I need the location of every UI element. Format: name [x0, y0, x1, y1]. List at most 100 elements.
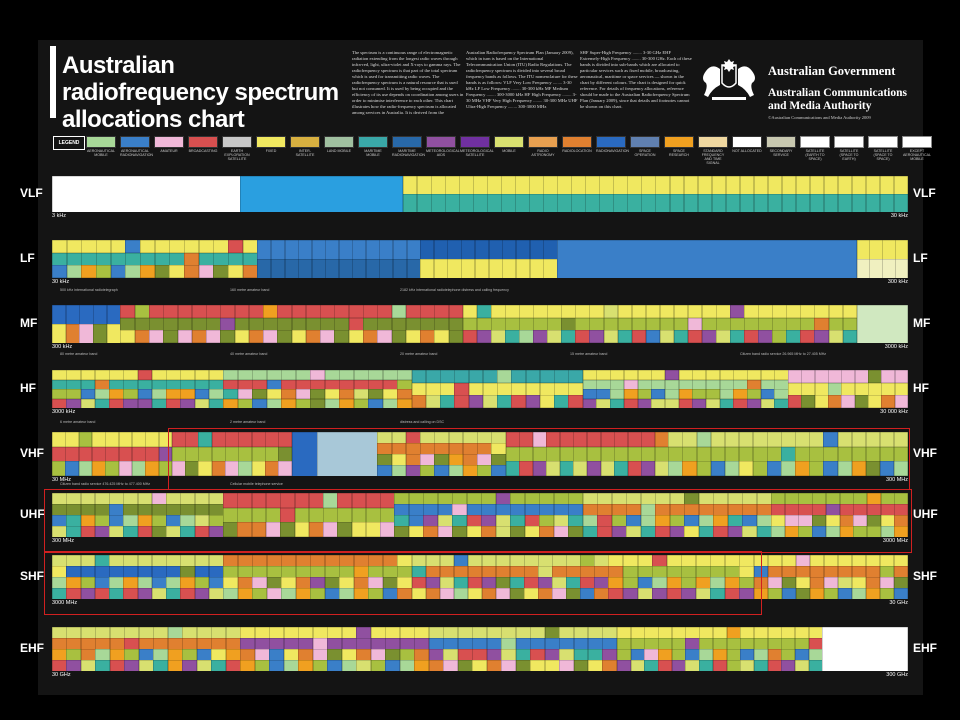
allocation-segment: [211, 627, 227, 639]
allocation-segment: [182, 638, 198, 650]
allocation-segment: [614, 432, 629, 448]
allocation-segment: [525, 370, 541, 384]
allocation-segment: [533, 305, 548, 319]
allocation-segment: [580, 577, 595, 589]
allocation-segment: [617, 305, 633, 319]
allocation-segment: [476, 330, 492, 343]
allocation-segment: [448, 305, 464, 319]
allocation-segment: [462, 465, 478, 476]
allocation-segment: [140, 265, 156, 278]
allocation-segment: [52, 252, 68, 266]
allocation-segment: [828, 330, 844, 343]
allocation-segment: [166, 577, 181, 589]
allocation-segment: [281, 555, 297, 567]
allocation-segment: [356, 660, 372, 671]
allocation-segment: [166, 389, 181, 399]
allocation-segment: [295, 370, 311, 380]
allocation-segment: [414, 660, 430, 671]
allocation-segment: [223, 566, 239, 578]
allocation-segment: [91, 461, 106, 476]
allocation-segment: [220, 305, 236, 319]
allocation-segment: [758, 305, 773, 319]
legend-swatch: [86, 136, 116, 148]
allocation-segment: [109, 555, 124, 567]
allocation-segment: [237, 588, 253, 599]
allocation-segment: [208, 588, 224, 599]
legend-label: AERONAUTICAL RADIONAVIGATION: [120, 149, 154, 157]
allocation-segment: [167, 627, 183, 639]
allocation-segment: [626, 504, 642, 516]
band-label-right: MF: [913, 316, 931, 330]
allocation-segment: [137, 389, 153, 399]
allocation-segment: [880, 515, 895, 527]
allocation-segment: [613, 176, 628, 195]
allocation-segment: [311, 240, 326, 260]
allocation-segment: [317, 432, 378, 476]
allocation-segment: [325, 240, 340, 260]
allocation-segment: [828, 370, 842, 384]
legend-label: AERONAUTICAL MOBILE: [87, 149, 115, 157]
allocation-segment: [392, 259, 408, 278]
allocation-segment: [151, 389, 167, 399]
allocation-segment: [781, 649, 796, 661]
allocation-segment: [295, 588, 311, 599]
allocation-segment: [123, 526, 139, 537]
allocation-segment: [752, 446, 768, 462]
band-label-right: VLF: [913, 186, 936, 200]
allocation-segment: [795, 566, 811, 578]
allocation-segment: [716, 317, 731, 331]
allocation-segment: [893, 446, 908, 462]
allocation-segment: [539, 515, 555, 527]
legend-label: RADIONAVIGATION: [596, 149, 630, 153]
allocation-segment: [351, 522, 367, 537]
allocation-segment: [140, 252, 156, 266]
allocation-segment: [137, 493, 153, 505]
allocation-segment: [476, 317, 492, 331]
allocation-segment: [727, 526, 743, 537]
allocation-segment: [524, 493, 540, 505]
allocation-segment: [566, 577, 581, 589]
allocation-segment: [468, 395, 484, 408]
allocation-segment: [149, 305, 164, 319]
allocation-segment: [685, 627, 700, 639]
allocation-segment: [893, 555, 908, 567]
allocation-segment: [530, 649, 546, 661]
allocation-segment: [312, 627, 328, 639]
allocation-segment: [771, 504, 786, 516]
allocation-segment: [166, 566, 181, 578]
allocation-segment: [726, 638, 741, 650]
allocation-segment: [52, 240, 68, 254]
allocation-segment: [767, 461, 782, 476]
legend-item: LAND MOBILE: [324, 136, 354, 153]
allocation-segment: [125, 265, 141, 278]
allocation-segment: [66, 649, 82, 661]
allocation-segment: [365, 493, 381, 509]
allocation-segment: [659, 317, 675, 331]
allocation-segment: [310, 555, 326, 567]
allocation-segment: [428, 638, 444, 650]
allocation-segment: [180, 566, 196, 578]
allocation-segment: [544, 638, 560, 650]
legend-swatch: [868, 136, 898, 148]
allocation-segment: [594, 555, 609, 567]
band-bar: [52, 240, 908, 278]
allocation-segment: [324, 379, 340, 390]
allocation-segment: [698, 526, 714, 537]
allocation-segment: [505, 446, 520, 462]
allocation-segment: [784, 515, 799, 527]
allocation-segment: [678, 389, 693, 399]
allocation-segment: [616, 660, 632, 671]
allocation-segment: [641, 194, 656, 212]
allocation-segment: [405, 454, 421, 466]
allocation-segment: [515, 259, 531, 278]
allocation-segment: [266, 566, 282, 578]
allocation-segment: [368, 379, 384, 390]
allocation-segment: [281, 389, 297, 399]
allocation-segment: [651, 370, 666, 380]
allocation-segment: [582, 398, 597, 408]
legend-item: SATELLITE (SPACE TO SPACE): [868, 136, 898, 161]
allocation-segment: [524, 566, 539, 578]
allocation-segment: [594, 588, 609, 599]
allocation-segment: [641, 432, 656, 448]
